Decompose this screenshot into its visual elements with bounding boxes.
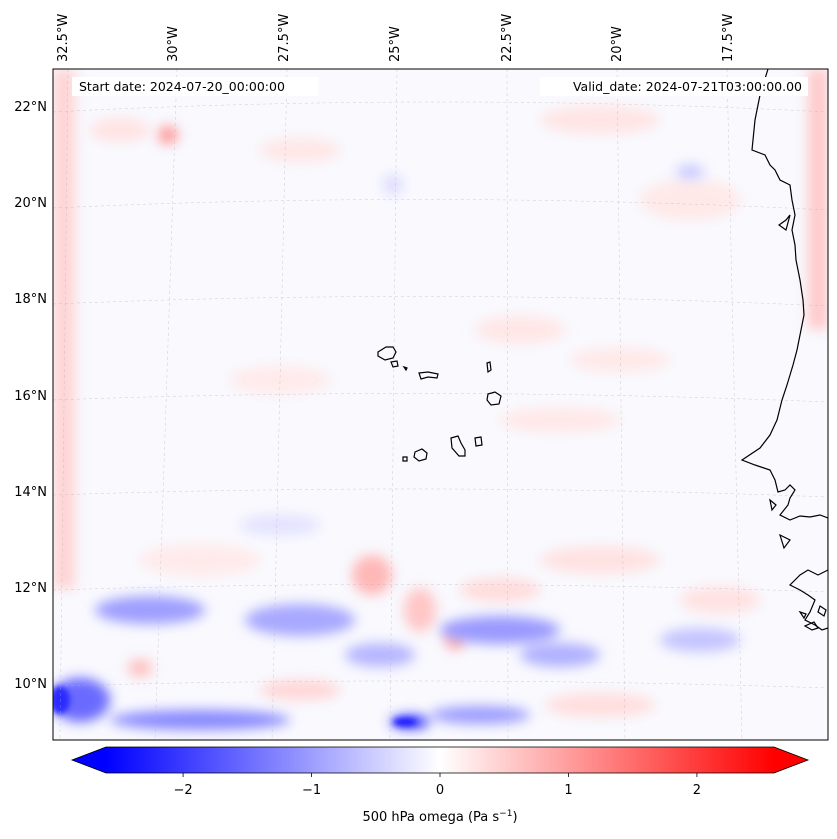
valid-date-text: Valid_date: 2024-07-21T03:00:00.00 <box>573 79 802 94</box>
island-brava <box>402 456 408 462</box>
colorbar-label-exponent: −1 <box>499 809 512 819</box>
island-santa-luzia <box>402 365 408 372</box>
lon-label: 32.5°W <box>56 14 71 62</box>
island-santo-antao <box>377 346 397 361</box>
colorbar-tick-label: 2 <box>693 783 701 798</box>
lon-label: 22.5°W <box>500 14 515 62</box>
colorbar-gradient <box>106 747 774 773</box>
lon-label: 17.5°W <box>721 14 736 62</box>
omega-strong-cores <box>53 686 417 726</box>
colorbar-label: 500 hPa omega (Pa s−1) <box>362 809 517 825</box>
island-fogo <box>413 448 428 462</box>
lat-label: 16°N <box>14 389 47 404</box>
lat-label: 10°N <box>14 677 47 692</box>
gridlines <box>53 69 828 740</box>
colorbar-label-close: ) <box>512 810 517 825</box>
bijagos-islands <box>798 605 827 631</box>
island-santiago <box>450 435 466 457</box>
island-sao-nicolau <box>418 371 439 380</box>
map-panel: Start date: 2024-07-20_00:00:00 Valid_da… <box>53 69 828 740</box>
start-date-box: Start date: 2024-07-20_00:00:00 <box>72 77 318 96</box>
latitude-labels: 22°N 20°N 18°N 16°N 14°N 12°N 10°N <box>14 100 47 692</box>
island-maio <box>474 436 483 447</box>
lat-label: 12°N <box>14 581 47 596</box>
colorbar-outline <box>70 746 810 774</box>
lat-label: 22°N <box>14 100 47 115</box>
longitude-labels: 32.5°W 30°W 27.5°W 25°W 22.5°W 20°W 17.5… <box>56 14 736 62</box>
lat-label: 20°N <box>14 196 47 211</box>
start-date-text: Start date: 2024-07-20_00:00:00 <box>79 79 285 94</box>
lat-label: 18°N <box>14 292 47 307</box>
colorbar-tick-label: 0 <box>436 783 444 798</box>
lon-label: 25°W <box>388 26 403 62</box>
colorbar: −2 −1 0 1 2 500 hPa omega (Pa s−1) <box>70 746 810 825</box>
island-sal <box>486 361 492 374</box>
colorbar-tick-label: −1 <box>302 783 321 798</box>
omega-positive-areas <box>53 69 828 717</box>
colorbar-tick-label: −2 <box>173 783 192 798</box>
coastlines <box>740 69 828 631</box>
lon-label: 20°W <box>610 26 625 62</box>
colorbar-ticks: −2 −1 0 1 2 <box>173 773 701 798</box>
omega-field <box>53 69 828 730</box>
africa-coastline <box>740 69 828 631</box>
colorbar-label-main: 500 hPa omega (Pa s <box>362 810 499 825</box>
island-sao-vicente <box>390 360 399 368</box>
omega-negative-areas <box>53 165 740 730</box>
colorbar-extend-low <box>72 747 106 773</box>
cabo-verde-islands <box>377 346 502 462</box>
map-frame <box>52 68 829 741</box>
colorbar-tick-label: 1 <box>564 783 572 798</box>
lon-label: 27.5°W <box>277 14 292 62</box>
island-boa-vista <box>486 391 502 406</box>
lat-label: 14°N <box>14 485 47 500</box>
lon-label: 30°W <box>166 26 181 62</box>
valid-date-box: Valid_date: 2024-07-21T03:00:00.00 <box>540 77 808 96</box>
colorbar-extend-high <box>774 747 808 773</box>
